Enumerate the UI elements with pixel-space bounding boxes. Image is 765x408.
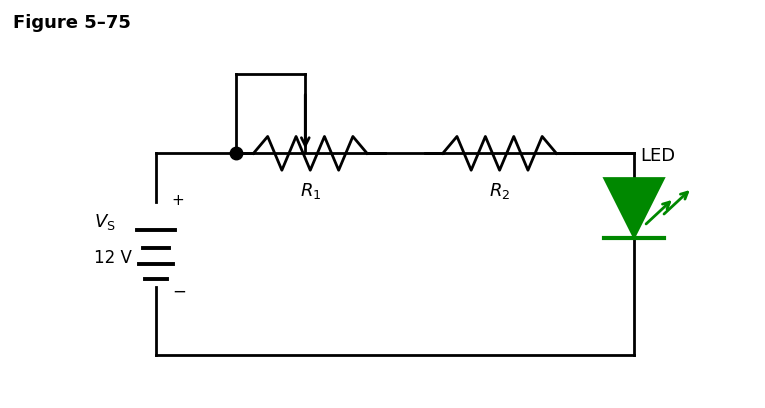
Text: −: − <box>172 282 186 300</box>
Text: $R_2$: $R_2$ <box>489 181 510 201</box>
Polygon shape <box>604 178 664 238</box>
Text: 12 V: 12 V <box>94 248 132 267</box>
Text: +: + <box>172 193 184 208</box>
Text: $R_1$: $R_1$ <box>300 181 321 201</box>
Text: LED: LED <box>640 147 675 165</box>
Text: $V_{\rm S}$: $V_{\rm S}$ <box>94 212 116 232</box>
Text: Figure 5–75: Figure 5–75 <box>13 14 132 32</box>
